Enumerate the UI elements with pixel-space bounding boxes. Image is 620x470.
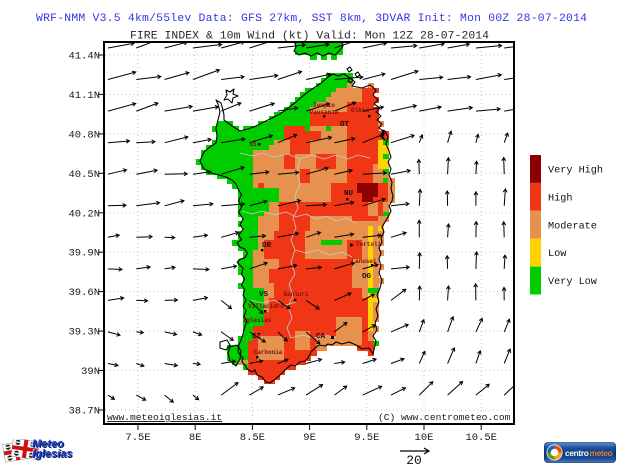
svg-text:OG: OG bbox=[362, 273, 372, 281]
svg-text:9.5E: 9.5E bbox=[354, 432, 379, 444]
svg-text:39.3N: 39.3N bbox=[68, 327, 100, 339]
svg-text:Tempio: Tempio bbox=[313, 102, 335, 109]
svg-text:Pausania: Pausania bbox=[310, 109, 339, 116]
svg-text:Sanluri: Sanluri bbox=[283, 291, 309, 298]
svg-text:Carbonia: Carbonia bbox=[254, 349, 283, 356]
svg-text:centro: centro bbox=[565, 448, 589, 458]
svg-text:Very Low: Very Low bbox=[548, 277, 598, 288]
svg-text:41.1N: 41.1N bbox=[68, 90, 100, 102]
svg-text:39.9N: 39.9N bbox=[68, 248, 100, 260]
svg-text:20: 20 bbox=[406, 453, 422, 465]
svg-text:Villacidro: Villacidro bbox=[248, 303, 284, 310]
svg-text:CA: CA bbox=[316, 333, 326, 341]
svg-text:Lanusei: Lanusei bbox=[351, 258, 377, 265]
svg-text:Moderate: Moderate bbox=[548, 220, 597, 232]
svg-text:Olbia: Olbia bbox=[351, 107, 369, 114]
svg-text:OR: OR bbox=[262, 242, 272, 250]
svg-text:39.6N: 39.6N bbox=[68, 287, 100, 299]
svg-text:Very High: Very High bbox=[548, 165, 603, 177]
svg-text:40.5N: 40.5N bbox=[68, 169, 100, 181]
svg-text:www.meteoiglesias.it: www.meteoiglesias.it bbox=[107, 412, 222, 423]
svg-text:8E: 8E bbox=[189, 432, 202, 444]
svg-text:40.2N: 40.2N bbox=[68, 208, 100, 220]
svg-text:Iglesias: Iglesias bbox=[243, 317, 272, 324]
svg-text:(C) www.centrometeo.com: (C) www.centrometeo.com bbox=[378, 412, 511, 423]
svg-text:Low: Low bbox=[548, 249, 567, 260]
svg-text:WRF-NMM V3.5 4km/55lev Data:: WRF-NMM V3.5 4km/55lev Data: GFS 27km, S… bbox=[36, 13, 587, 25]
svg-text:Tortoli: Tortoli bbox=[356, 241, 382, 248]
svg-text:SS: SS bbox=[249, 141, 257, 148]
svg-text:High: High bbox=[548, 192, 572, 204]
svg-text:meteo: meteo bbox=[590, 448, 613, 458]
svg-text:41.4N: 41.4N bbox=[68, 51, 100, 63]
svg-text:10E: 10E bbox=[415, 432, 434, 444]
svg-text:39N: 39N bbox=[81, 366, 100, 378]
svg-text:38.7N: 38.7N bbox=[68, 406, 100, 418]
svg-text:OT: OT bbox=[340, 121, 350, 129]
svg-text:8.5E: 8.5E bbox=[240, 432, 265, 444]
svg-text:NU: NU bbox=[344, 190, 354, 198]
svg-text:7.5E: 7.5E bbox=[125, 432, 150, 444]
svg-text:40.8N: 40.8N bbox=[68, 129, 100, 141]
svg-text:FIRE INDEX & 10m Wind (kt) Va: FIRE INDEX & 10m Wind (kt) Valid: Mon 12… bbox=[130, 31, 489, 43]
svg-text:10.5E: 10.5E bbox=[465, 432, 497, 444]
svg-text:VS: VS bbox=[259, 291, 269, 299]
svg-text:9E: 9E bbox=[303, 432, 316, 444]
svg-text:CI: CI bbox=[252, 333, 261, 341]
